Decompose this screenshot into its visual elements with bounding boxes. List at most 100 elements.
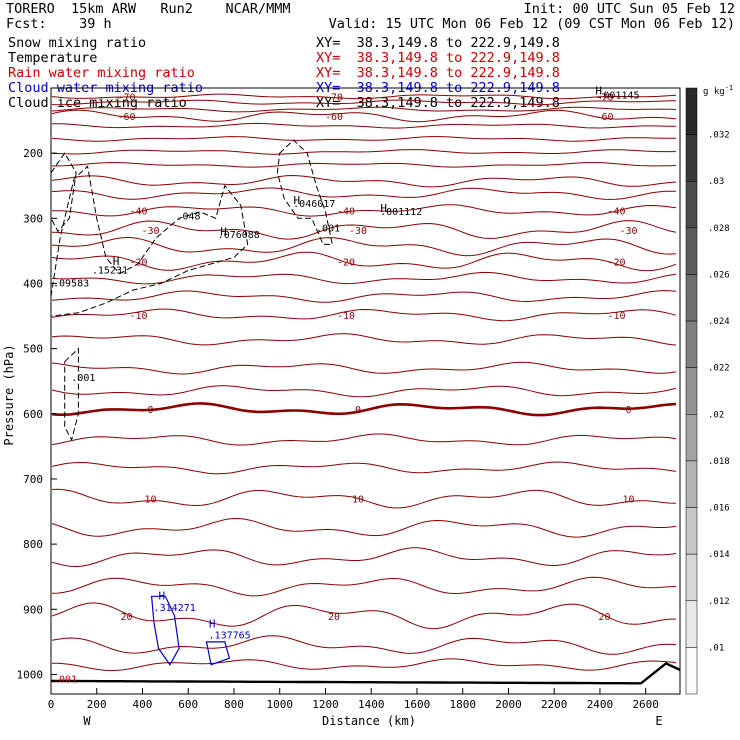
isotherm-label: 10 <box>144 495 156 506</box>
isotherm-line <box>51 361 677 375</box>
snow-contour <box>276 139 333 245</box>
isotherm-label: -10 <box>607 311 625 322</box>
y-tick-label: 900 <box>23 603 43 616</box>
x-tick-label: 2600 <box>632 698 659 711</box>
colorbar-tick-label: .032 <box>708 131 730 141</box>
y-tick-label: 1000 <box>17 668 44 681</box>
init-time: Init: 00 UTC Sun 05 Feb 12 <box>523 1 735 17</box>
isotherm-label: 20 <box>598 612 610 623</box>
colorbar-band <box>685 647 698 695</box>
isotherm-label: -40 <box>129 207 147 218</box>
snow-contour <box>50 165 249 317</box>
field-xy-rain: XY= 38.3,149.8 to 222.9,149.8 <box>316 65 560 81</box>
isotherm-line <box>51 93 677 100</box>
isotherm-label: 0 <box>147 405 153 416</box>
x-tick-label: 800 <box>224 698 244 711</box>
isotherm-line <box>51 149 676 155</box>
snow-contour <box>64 347 79 442</box>
isotherm-label: -60 <box>325 112 343 123</box>
colorbar-tick-label: .01 <box>708 643 724 653</box>
plot-frame <box>50 87 681 695</box>
colorbar-tick-label: .03 <box>708 177 724 187</box>
y-tick-label: 300 <box>23 212 43 225</box>
isotherm-label: -20 <box>337 257 355 268</box>
isotherm-line <box>51 106 677 113</box>
isotherm-label: 10 <box>352 495 364 506</box>
isotherm-line <box>51 658 677 672</box>
high-marker: H <box>209 618 216 631</box>
field-name-temperature: Temperature <box>8 50 98 66</box>
colorbar-band <box>685 553 698 602</box>
isotherm-line <box>51 290 677 303</box>
isotherm-line <box>51 308 677 322</box>
snow-label: .001145 <box>597 90 639 101</box>
y-tick-label: 800 <box>23 538 43 551</box>
x-axis-east-label: E <box>655 714 662 728</box>
isotherm-line <box>52 122 677 129</box>
valid-time: Valid: 15 UTC Mon 06 Feb 12 (09 CST Mon … <box>328 16 735 32</box>
isotherm-label: 0 <box>355 405 361 416</box>
colorbar-band <box>685 507 698 555</box>
colorbar-unit-label: g kg-1 <box>703 84 733 97</box>
colorbar-tick-label: .012 <box>708 597 730 607</box>
isotherm-label: 20 <box>328 612 340 623</box>
colorbar: .032 .03 .028 .026 .024 .022 .02 .018 .016 .014 .0… <box>685 87 730 695</box>
high-marker: H <box>293 194 300 207</box>
x-tick-label: 2000 <box>495 698 522 711</box>
y-tick-label: 200 <box>23 147 43 160</box>
isotherm-line <box>51 385 677 398</box>
isotherm-line <box>51 220 677 240</box>
colorbar-tick-label: .024 <box>708 317 730 327</box>
isotherm-label: -70 <box>325 92 343 103</box>
y-axis-label: Pressure (hPa) <box>2 344 16 445</box>
isotherm-line <box>51 251 677 272</box>
isotherm-label: 10 <box>622 495 634 506</box>
x-tick-label: 1800 <box>449 698 476 711</box>
isotherm-label: -70 <box>117 92 135 103</box>
y-tick-label: 400 <box>23 277 43 290</box>
colorbar-band <box>685 134 698 182</box>
isotherm-label: -20 <box>607 257 625 268</box>
x-tick-label: 1000 <box>266 698 293 711</box>
high-marker: H <box>159 590 166 603</box>
snow-label: .09583 <box>53 279 89 290</box>
plot-area: -70 -70 -70 -60 -60 -60 -40 -40 -40 -30 -30 -30 -20 -… <box>50 85 681 685</box>
cloud-water-label: .314271 <box>154 603 196 614</box>
snow-label: .001 <box>71 373 95 384</box>
field-name-snow: Snow mixing ratio <box>8 35 147 51</box>
colorbar-band <box>685 87 698 135</box>
snow-label: .001 <box>316 223 340 234</box>
high-marker: H <box>113 255 120 268</box>
colorbar-band <box>685 460 698 508</box>
snow-label: .076088 <box>218 230 260 241</box>
field-name-rain: Rain water mixing ratio <box>8 65 195 81</box>
model-title: TORERO 15km ARW Run2 NCAR/MMM <box>6 1 291 17</box>
isotherm-line <box>51 461 677 475</box>
colorbar-band <box>685 414 698 462</box>
x-tick-label: 400 <box>133 698 153 711</box>
colorbar-tick-label: .018 <box>708 457 730 467</box>
colorbar-band <box>685 600 698 648</box>
colorbar-tick-label: .026 <box>708 270 730 280</box>
x-tick-label: 1200 <box>312 698 339 711</box>
rain-label: .001 <box>53 674 77 685</box>
isotherm-line <box>51 602 677 630</box>
colorbar-band <box>685 367 698 415</box>
colorbar-band <box>685 320 698 368</box>
colorbar-tick-label: .014 <box>708 550 730 560</box>
isotherm-line <box>51 402 677 417</box>
snow-label: .046017 <box>293 199 335 210</box>
high-marker: H <box>595 85 602 98</box>
axes: 0 200 400 600 800 1000 1200 1400 1600 1800 2000 220… <box>17 87 681 711</box>
isotherm-label: 20 <box>120 612 132 623</box>
isotherm-label: -70 <box>595 92 613 103</box>
cloud-water-contour <box>205 641 231 666</box>
isotherm-line <box>51 635 677 655</box>
colorbar-unit: g kg <box>703 87 725 97</box>
snow-label: .001112 <box>380 207 422 218</box>
high-marker: H <box>220 225 227 238</box>
isotherm-label: -60 <box>117 112 135 123</box>
forecast-hour: Fcst: 39 h <box>6 16 112 32</box>
isotherm-label: -40 <box>607 207 625 218</box>
isotherm-line <box>52 204 677 217</box>
